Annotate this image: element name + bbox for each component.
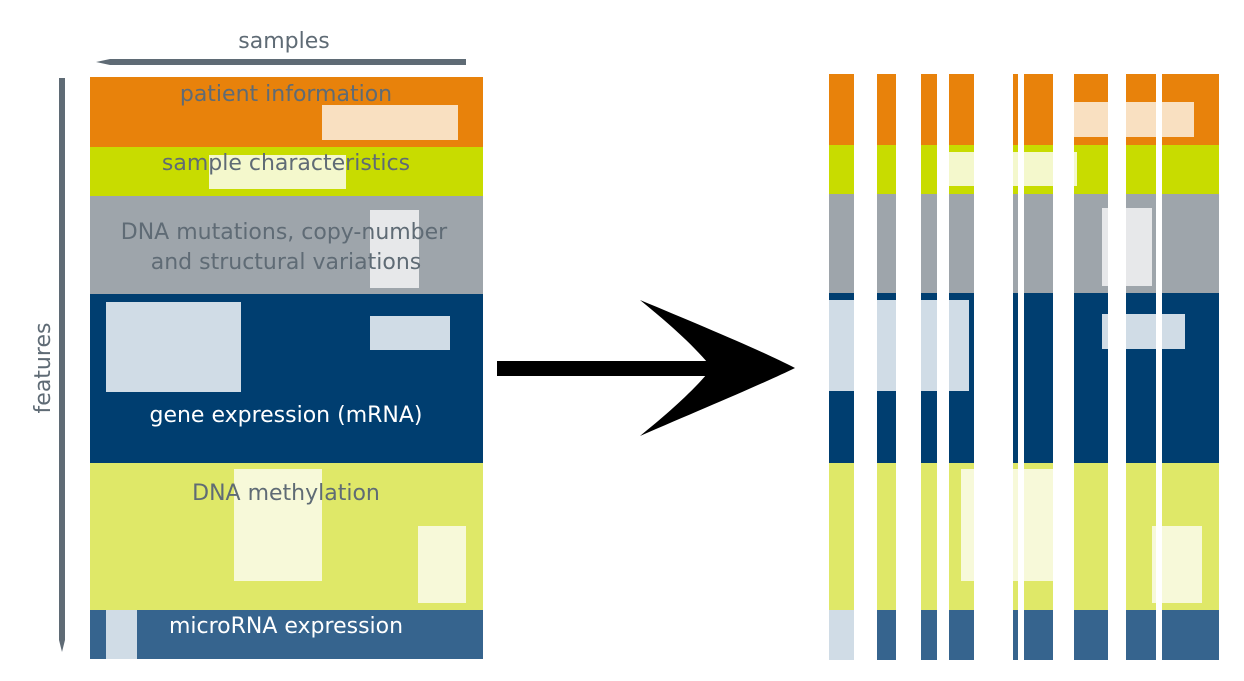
- dna-mutations-block: [90, 196, 483, 294]
- strip-highlight-patch: [1102, 208, 1152, 286]
- highlight-patch: [209, 155, 346, 189]
- microrna-expression-label: microRNA expression: [169, 614, 403, 639]
- dna-methylation-label: DNA methylation: [192, 481, 380, 506]
- gene-expression-label: gene expression (mRNA): [149, 403, 422, 428]
- highlight-patch: [370, 316, 450, 350]
- microrna-expression-block: [90, 610, 483, 659]
- sample-strips: [829, 74, 1219, 660]
- strip-highlight-patch: [1074, 102, 1194, 137]
- patient-information-label: patient information: [180, 82, 392, 107]
- highlight-patch: [418, 526, 466, 603]
- arrow-head: [640, 300, 795, 436]
- clipped-strip-content: [829, 74, 1219, 660]
- arrow-shaft: [497, 361, 712, 376]
- strip-highlight-patch: [829, 300, 969, 391]
- samples-label: samples: [238, 29, 329, 54]
- strip-band: [829, 74, 1219, 145]
- features-label: features: [31, 323, 56, 414]
- block-labels: patient information sample characteristi…: [121, 82, 448, 639]
- strip-highlight-patch: [1152, 526, 1202, 603]
- sample-characteristics-label: sample characteristics: [162, 151, 410, 176]
- strip-band: [829, 194, 1219, 293]
- strip-highlight-patch: [1102, 314, 1185, 349]
- highlight-patch: [106, 610, 137, 659]
- samples-arrow: [96, 59, 466, 65]
- highlight-patch: [106, 302, 241, 392]
- features-arrow: [59, 78, 65, 652]
- highlight-patch: [370, 210, 419, 288]
- features-axis: features: [31, 78, 65, 652]
- samples-axis: samples: [96, 29, 466, 65]
- highlight-patch: [234, 469, 322, 581]
- strip-highlight-patch: [949, 152, 1077, 186]
- strip-highlight-patch: [829, 610, 854, 660]
- dna-mutations-label: DNA mutations, copy-number and structural…: [121, 220, 448, 275]
- strip-band: [829, 610, 1219, 660]
- highlight-patch: [322, 105, 458, 140]
- full-data-matrix: [90, 77, 483, 659]
- strip-highlight-patch: [961, 469, 1053, 581]
- transition-arrow: [497, 300, 795, 436]
